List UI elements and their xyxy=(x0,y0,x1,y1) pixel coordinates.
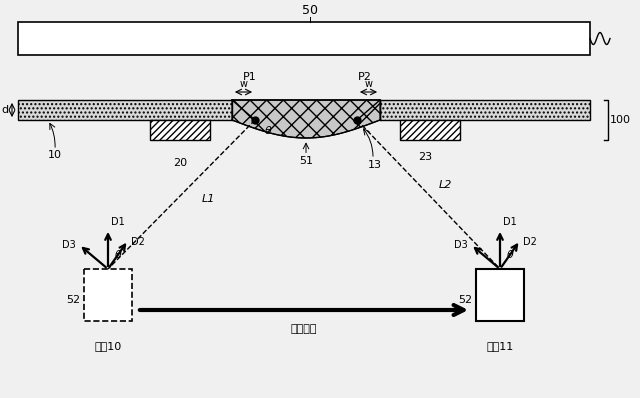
Text: θ: θ xyxy=(265,126,272,136)
Text: 13: 13 xyxy=(368,160,382,170)
Text: D3: D3 xyxy=(454,240,468,250)
Bar xyxy=(84,269,132,321)
Text: 20: 20 xyxy=(173,158,187,168)
Text: D1: D1 xyxy=(503,217,516,227)
Text: w: w xyxy=(365,79,372,89)
Bar xyxy=(380,100,590,120)
Text: D3: D3 xyxy=(62,240,76,250)
Text: 23: 23 xyxy=(419,152,433,162)
Text: D2: D2 xyxy=(131,237,145,247)
Bar xyxy=(400,120,460,140)
Text: 10: 10 xyxy=(48,150,62,160)
Bar xyxy=(476,269,524,321)
Text: θ: θ xyxy=(115,250,122,260)
Bar xyxy=(150,120,210,140)
Text: 52: 52 xyxy=(458,295,472,305)
Text: 100: 100 xyxy=(610,115,631,125)
Text: 52: 52 xyxy=(66,295,80,305)
Text: P2: P2 xyxy=(358,72,372,82)
Text: L2: L2 xyxy=(438,179,452,189)
Bar xyxy=(18,22,590,55)
Text: 時刱10: 時刱10 xyxy=(94,341,122,351)
Polygon shape xyxy=(232,100,380,138)
Bar xyxy=(18,100,232,120)
Text: L1: L1 xyxy=(202,195,215,205)
Text: w: w xyxy=(239,79,248,89)
Text: 51: 51 xyxy=(299,156,313,166)
Text: d: d xyxy=(2,105,9,115)
Text: D2: D2 xyxy=(523,237,537,247)
Text: 時刱11: 時刱11 xyxy=(486,341,514,351)
Text: θ: θ xyxy=(507,250,514,260)
Text: 走査方向: 走査方向 xyxy=(291,324,317,334)
Text: 50: 50 xyxy=(302,4,318,17)
Text: D1: D1 xyxy=(111,217,125,227)
Text: P1: P1 xyxy=(243,72,257,82)
